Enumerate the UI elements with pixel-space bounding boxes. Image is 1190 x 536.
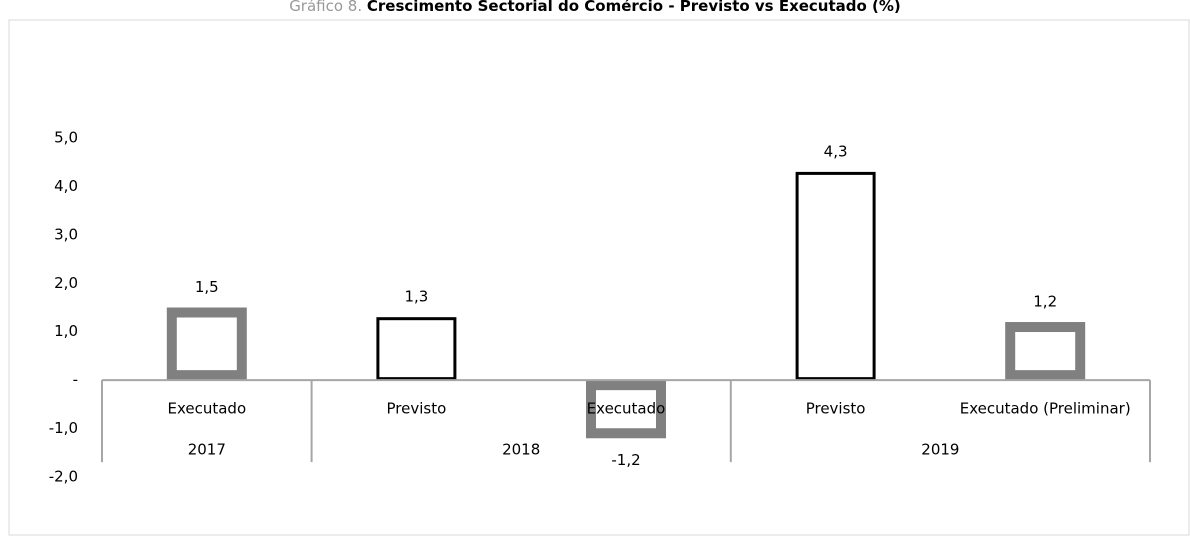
figure-label: Gráfico 8.	[289, 0, 362, 15]
x-tick-label: Executado (Preliminar)	[960, 400, 1131, 418]
bar	[586, 380, 666, 439]
y-tick-label: 1,0	[54, 322, 78, 340]
chart-frame	[8, 19, 1190, 536]
bar	[1005, 322, 1086, 381]
bar	[166, 307, 247, 381]
data-label: 1,3	[404, 288, 428, 306]
y-tick-label: 2,0	[54, 274, 78, 292]
y-tick-label: 4,0	[54, 177, 78, 195]
x-tick-label: Executado	[167, 400, 246, 418]
y-tick-label: -1,0	[49, 419, 78, 437]
data-label: 1,5	[195, 278, 219, 296]
y-tick-label: -	[73, 371, 78, 389]
chart-heading: Gráfico 8. Crescimento Sectorial do Comé…	[289, 0, 901, 15]
x-tick-label: Previsto	[387, 400, 447, 418]
data-label: 4,3	[824, 142, 848, 160]
y-tick-label: 3,0	[54, 225, 78, 243]
group-label: 2018	[502, 441, 540, 459]
data-label: -1,2	[611, 451, 640, 469]
x-tick-label: Previsto	[806, 400, 866, 418]
group-label: 2017	[188, 441, 226, 459]
group-label: 2019	[921, 441, 959, 459]
chart-title: Crescimento Sectorial do Comércio - Prev…	[367, 0, 901, 15]
bar	[376, 317, 457, 381]
y-tick-label: 5,0	[54, 129, 78, 147]
x-tick-label: Executado	[587, 400, 666, 418]
bar	[795, 171, 876, 381]
data-label: 1,2	[1033, 293, 1057, 311]
y-tick-label: -2,0	[49, 468, 78, 486]
